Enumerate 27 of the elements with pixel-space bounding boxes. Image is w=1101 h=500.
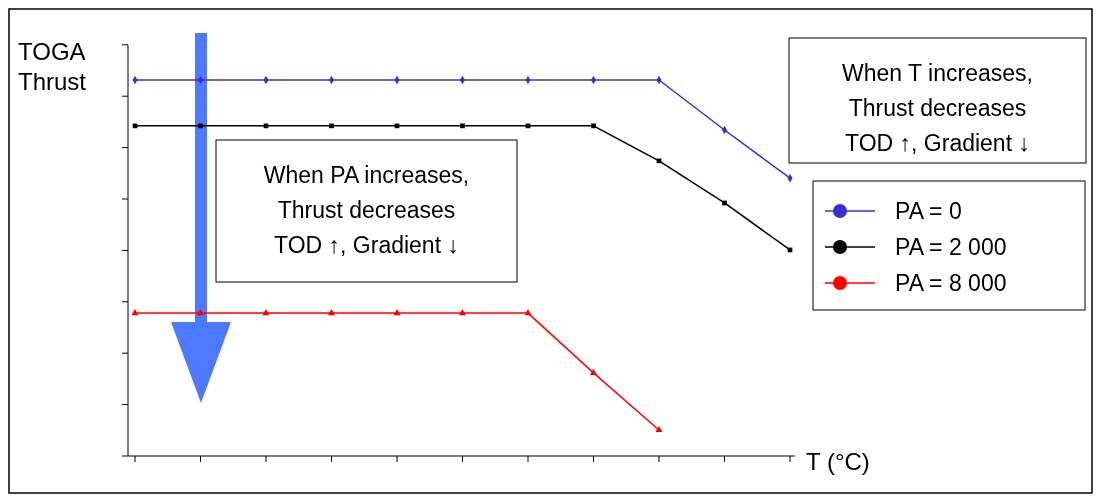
point bbox=[458, 309, 467, 316]
point bbox=[328, 75, 335, 85]
point bbox=[196, 309, 205, 316]
legend-label: PA = 0 bbox=[895, 198, 962, 224]
point bbox=[459, 75, 466, 85]
annotation: When PA increases, Thrust decreases TOD ↑, Gradient ↓ bbox=[263, 162, 470, 258]
point bbox=[329, 123, 334, 129]
point bbox=[460, 123, 465, 129]
point bbox=[524, 309, 532, 316]
point bbox=[591, 123, 596, 129]
point bbox=[590, 75, 597, 85]
point bbox=[656, 158, 662, 164]
text: When T increases, Thrust decreases TOD ↑, Gradient ↓ bbox=[842, 60, 1033, 156]
y-axis-title: TOGA Thrust bbox=[18, 38, 87, 95]
point bbox=[131, 309, 139, 316]
x-axis-title: T (°C) bbox=[806, 448, 870, 475]
legend-label: PA = 8 000 bbox=[895, 270, 1007, 296]
point bbox=[721, 125, 728, 135]
point bbox=[197, 75, 204, 85]
point bbox=[327, 309, 336, 316]
legend-label: PA = 2 000 bbox=[895, 234, 1007, 260]
point bbox=[262, 309, 270, 316]
point bbox=[393, 309, 401, 316]
point bbox=[198, 123, 203, 129]
point bbox=[589, 368, 598, 375]
point bbox=[722, 200, 727, 206]
point bbox=[655, 425, 663, 433]
